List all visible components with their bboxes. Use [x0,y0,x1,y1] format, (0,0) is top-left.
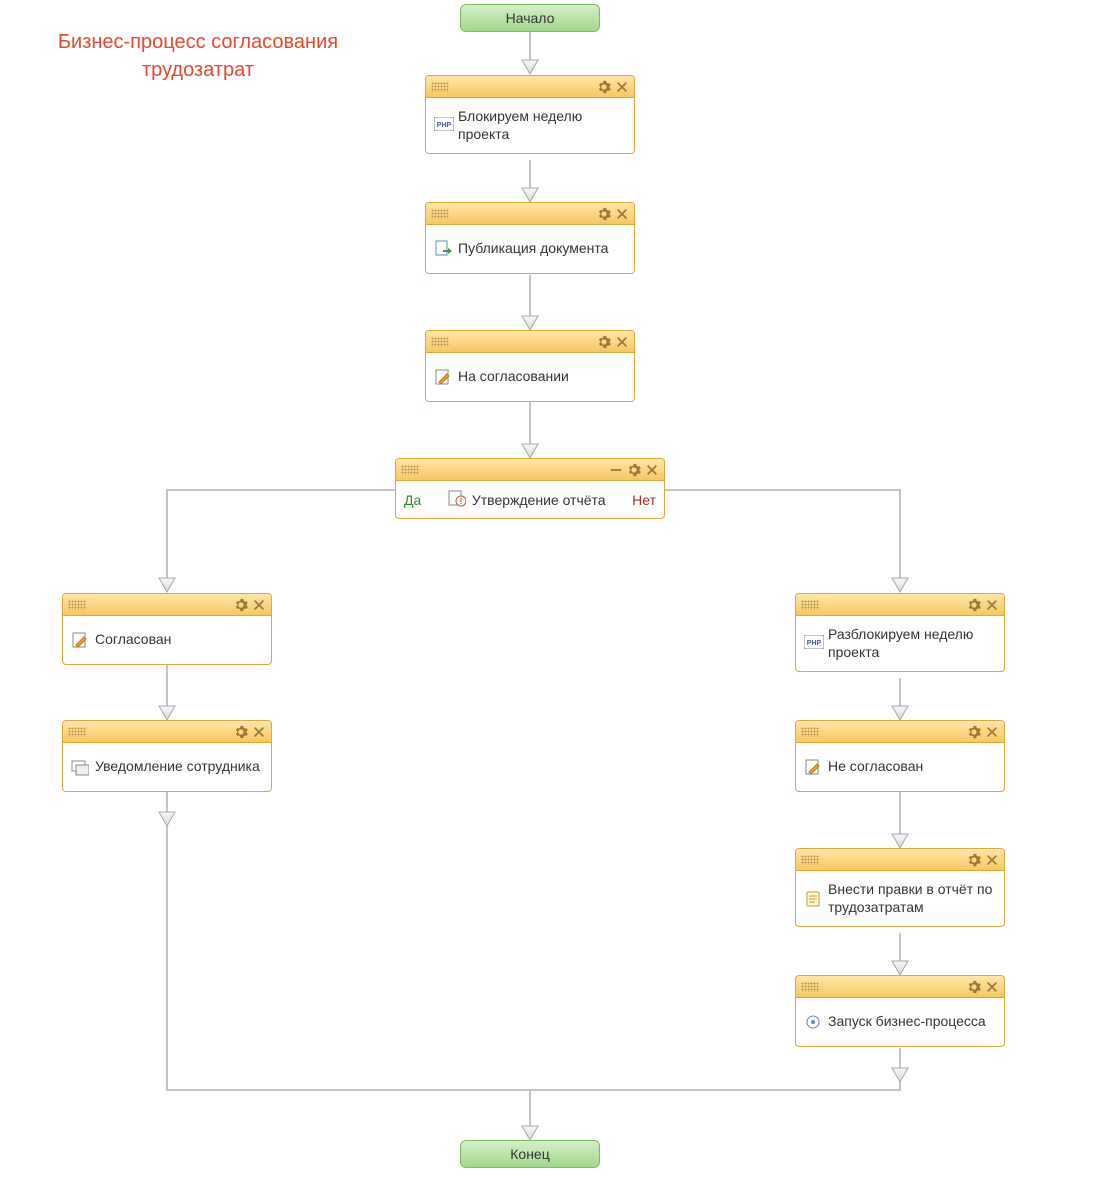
close-icon[interactable] [615,80,629,94]
node-label: Не согласован [828,758,923,776]
close-icon[interactable] [252,725,266,739]
grip-icon [431,82,449,92]
close-icon[interactable] [985,980,999,994]
node-start-process[interactable]: Запуск бизнес-процесса [795,975,1005,1047]
end-node[interactable]: Конец [460,1140,600,1168]
grip-icon [68,600,86,610]
grip-icon [431,337,449,347]
node-header[interactable] [63,721,271,743]
gear-icon[interactable] [967,725,981,739]
php-icon [434,117,452,135]
gear-icon[interactable] [597,80,611,94]
node-header[interactable] [796,849,1004,871]
node-label: Согласован [95,631,171,649]
minimize-icon[interactable] [609,463,623,477]
node-block-week[interactable]: Блокируем неделю проекта [425,75,635,154]
close-icon[interactable] [985,598,999,612]
end-label: Конец [510,1146,549,1162]
grip-icon [431,209,449,219]
note-icon [804,890,822,908]
gear-icon[interactable] [967,598,981,612]
close-icon[interactable] [615,335,629,349]
node-header[interactable] [426,331,634,353]
start-node[interactable]: Начало [460,4,600,32]
php-icon [804,635,822,653]
gear-icon[interactable] [967,853,981,867]
node-label: Разблокируем неделю проекта [828,626,996,661]
node-publish-doc[interactable]: Публикация документа [425,202,635,274]
node-label: Уведомление сотрудника [95,758,260,776]
node-label: Блокируем неделю проекта [458,108,626,143]
grip-icon [801,727,819,737]
gear-icon[interactable] [967,980,981,994]
node-header[interactable] [426,203,634,225]
grip-icon [801,855,819,865]
decision-no-label: Нет [632,492,656,508]
grip-icon [68,727,86,737]
node-approved[interactable]: Согласован [62,593,272,665]
node-label: На согласовании [458,368,569,386]
gear-icon[interactable] [597,335,611,349]
node-header[interactable] [426,76,634,98]
gear-icon[interactable] [627,463,641,477]
close-icon[interactable] [645,463,659,477]
edit-icon [71,631,89,649]
node-header[interactable] [63,594,271,616]
doc-icon [434,240,452,258]
node-unblock-week[interactable]: Разблокируем неделю проекта [795,593,1005,672]
close-icon[interactable] [615,207,629,221]
node-header[interactable] [396,459,664,481]
gear-icon[interactable] [234,725,248,739]
gear-icon[interactable] [234,598,248,612]
node-notify-employee[interactable]: Уведомление сотрудника [62,720,272,792]
decision-label: Утверждение отчёта [472,492,606,508]
node-label: Внести правки в отчёт по трудозатратам [828,881,996,916]
close-icon[interactable] [985,853,999,867]
node-header[interactable] [796,976,1004,998]
process-icon [804,1013,822,1031]
node-header[interactable] [796,721,1004,743]
node-label: Публикация документа [458,240,608,258]
node-not-approved[interactable]: Не согласован [795,720,1005,792]
grip-icon [801,600,819,610]
node-header[interactable] [796,594,1004,616]
node-decision-approve[interactable]: Да Утверждение отчёта Нет [395,458,665,519]
close-icon[interactable] [985,725,999,739]
grip-icon [801,982,819,992]
alert-icon [448,489,466,510]
node-on-approval[interactable]: На согласовании [425,330,635,402]
gear-icon[interactable] [597,207,611,221]
grip-icon [401,465,419,475]
mail-icon [71,758,89,776]
close-icon[interactable] [252,598,266,612]
node-make-corrections[interactable]: Внести правки в отчёт по трудозатратам [795,848,1005,927]
node-label: Запуск бизнес-процесса [828,1013,986,1031]
edit-icon [804,758,822,776]
start-label: Начало [506,10,555,26]
edit-icon [434,368,452,386]
decision-yes-label: Да [404,492,421,508]
